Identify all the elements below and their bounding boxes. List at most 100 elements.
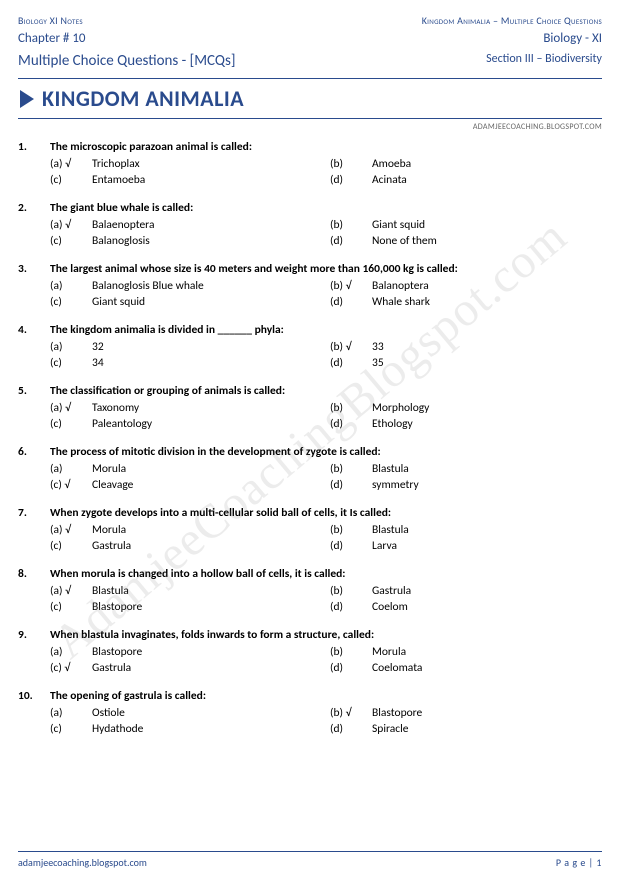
option-label: (c) [50,234,92,248]
option: (d)Coelomata [330,661,602,675]
section-label: Section III – Biodiversity [486,52,602,66]
option-text: 35 [372,356,384,370]
option: (b) √33 [330,340,602,354]
option: (b)Morula [330,645,602,659]
option-label: (a) √ [50,584,92,598]
question-text: The opening of gastrula is called: [50,689,602,703]
option: (a)Ostiole [50,706,330,720]
question: 6.The process of mitotic division in the… [18,445,602,492]
option: (d)35 [330,356,602,370]
footer-url: adamjeecoaching.blogspot.com [18,856,147,869]
mcq-label: Multiple Choice Questions - [MCQs] [18,52,236,70]
option-label: (c) [50,295,92,309]
option-label: (d) [330,356,372,370]
option: (b)Blastula [330,523,602,537]
question-text: When zygote develops into a multi-cellul… [50,506,602,520]
option-text: Blastopore [92,600,142,614]
option-label: (d) [330,661,372,675]
arrow-icon [20,90,34,108]
option: (d)Whale shark [330,295,602,309]
question: 9.When blastula invaginates, folds inwar… [18,628,602,675]
option-label: (b) [330,584,372,598]
option-label: (c) [50,173,92,187]
option-label: (b) [330,645,372,659]
option: (a) √Balaenoptera [50,218,330,232]
question-text: The giant blue whale is called: [50,201,602,215]
chapter-topic: Kingdom Animalia – Multiple Choice Quest… [422,14,602,27]
option-text: Giant squid [372,218,425,232]
question: 1.The microscopic parazoan animal is cal… [18,140,602,187]
option-label: (d) [330,600,372,614]
option: (d)None of them [330,234,602,248]
question-number: 3. [18,262,50,276]
option: (a) √Morula [50,523,330,537]
option-text: Acinata [372,173,407,187]
option: (c) √Gastrula [50,661,330,675]
option-text: Whale shark [372,295,430,309]
option-text: Giant squid [92,295,145,309]
option-text: Ostiole [92,706,125,720]
question-number: 5. [18,384,50,398]
option-label: (c) [50,417,92,431]
option-text: Morula [92,523,126,537]
option-text: Blastopore [92,645,142,659]
footer: adamjeecoaching.blogspot.com P a g e | 1 [18,851,602,869]
option: (b)Giant squid [330,218,602,232]
option: (a) √Blastula [50,584,330,598]
option-text: Blastopore [372,706,422,720]
option-text: Taxonomy [92,401,139,415]
questions-list: 1.The microscopic parazoan animal is cal… [18,140,602,736]
question-text: The process of mitotic division in the d… [50,445,602,459]
option: (d)symmetry [330,478,602,492]
question: 5.The classification or grouping of anim… [18,384,602,431]
option: (c)Balanoglosis [50,234,330,248]
option-label: (c) [50,722,92,736]
option-label: (a) [50,706,92,720]
question: 7.When zygote develops into a multi-cell… [18,506,602,553]
option-text: Balanoptera [372,279,429,293]
question-text: The classification or grouping of animal… [50,384,602,398]
option-text: Balaenoptera [92,218,154,232]
question-text: The microscopic parazoan animal is calle… [50,140,602,154]
option: (d)Larva [330,539,602,553]
option: (b)Blastula [330,462,602,476]
option-text: Blastula [372,462,409,476]
option-text: Balanoglosis Blue whale [92,279,204,293]
question-number: 6. [18,445,50,459]
option-label: (c) √ [50,661,92,675]
option-text: Gastrula [92,661,131,675]
option: (c)Hydathode [50,722,330,736]
option: (a) √Trichoplax [50,157,330,171]
question-number: 9. [18,628,50,642]
option-text: None of them [372,234,437,248]
option: (c)34 [50,356,330,370]
source-credit: ADAMJEECOACHING.BLOGSPOT.COM [18,122,602,132]
option-label: (c) √ [50,478,92,492]
option-label: (a) [50,462,92,476]
option: (a)32 [50,340,330,354]
option: (a)Balanoglosis Blue whale [50,279,330,293]
question-number: 4. [18,323,50,337]
option: (d)Acinata [330,173,602,187]
option-label: (d) [330,173,372,187]
option-label: (d) [330,478,372,492]
option-label: (a) √ [50,401,92,415]
option-label: (b) √ [330,340,372,354]
question-number: 1. [18,140,50,154]
option-text: Larva [372,539,397,553]
option-label: (b) [330,157,372,171]
option: (c)Gastrula [50,539,330,553]
option-label: (a) √ [50,218,92,232]
option: (c)Entamoeba [50,173,330,187]
option-label: (b) [330,462,372,476]
option-text: 34 [92,356,104,370]
option: (a)Blastopore [50,645,330,659]
option: (b)Morphology [330,401,602,415]
question-number: 8. [18,567,50,581]
option: (c)Giant squid [50,295,330,309]
question: 8.When morula is changed into a hollow b… [18,567,602,614]
option-text: Coelomata [372,661,422,675]
chapter-number: Chapter # 10 [18,31,236,46]
title-bar: KINGDOM ANIMALIA [18,78,602,119]
option-text: 33 [372,340,384,354]
